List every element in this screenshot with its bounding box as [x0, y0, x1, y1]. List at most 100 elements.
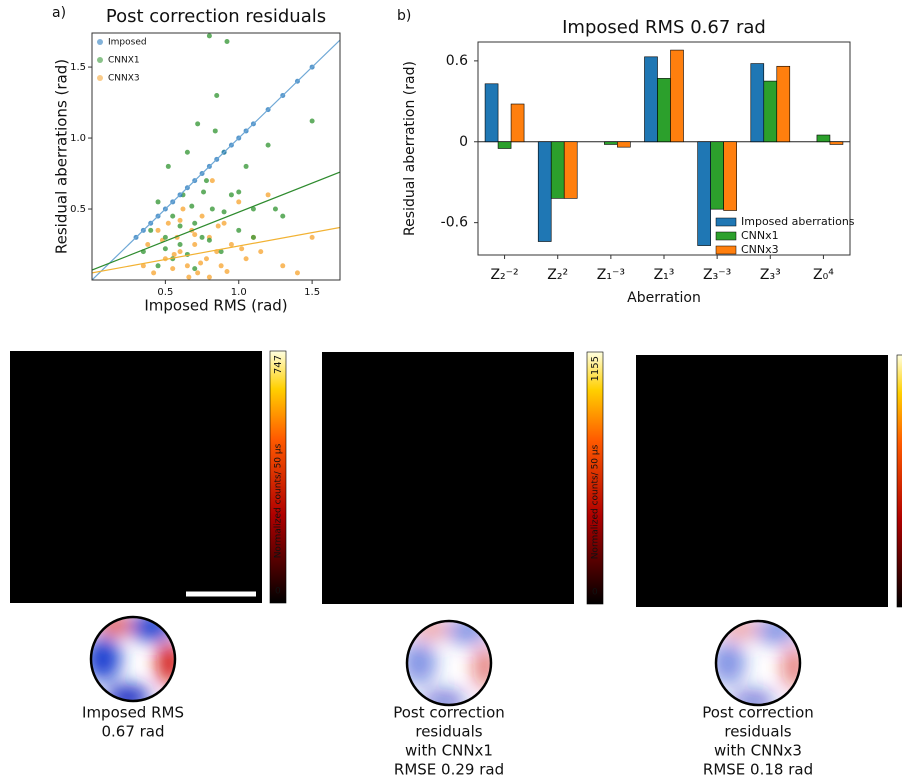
point — [250, 234, 256, 240]
point — [140, 263, 146, 269]
point — [228, 242, 234, 248]
legend-label: CNNx1 — [741, 229, 779, 242]
y-axis-label: Residual aberrations (rad) — [53, 59, 71, 254]
point — [206, 33, 212, 39]
heatmap-bg — [10, 351, 262, 603]
y-tick-label: -0.6 — [441, 215, 468, 231]
pupil-rim — [714, 619, 802, 707]
y-tick-label: 0.6 — [446, 53, 468, 69]
point — [198, 260, 204, 266]
colorbar-label: Normalized counts/ 50 µs — [591, 444, 601, 559]
caption-line: Post correction — [393, 704, 505, 722]
point — [236, 227, 242, 233]
bar — [710, 141, 724, 210]
heatmap-bg — [636, 355, 888, 607]
blue-lobe — [716, 641, 746, 685]
x-tick-label: Z₃³ — [760, 267, 781, 283]
point — [209, 178, 215, 184]
heatmap-bg — [322, 352, 574, 604]
pupil — [407, 621, 491, 705]
legend-label: CNNX1 — [108, 56, 140, 66]
bar — [537, 141, 552, 242]
x-tick-label: Z₂⁻² — [490, 267, 518, 283]
point — [218, 263, 224, 269]
point — [177, 223, 183, 229]
colorbar-max: 747 — [273, 355, 284, 374]
point — [265, 192, 271, 198]
x-tick-label: Z₃⁻³ — [703, 267, 731, 283]
point — [212, 128, 218, 134]
legend-label: CNNx3 — [741, 243, 779, 256]
point — [309, 118, 315, 124]
point — [206, 274, 212, 280]
point — [201, 189, 207, 195]
point — [265, 142, 271, 148]
point — [195, 121, 201, 127]
red-lobe — [782, 645, 800, 689]
point — [236, 199, 242, 205]
point — [155, 227, 161, 233]
x-axis-label: Aberration — [627, 290, 701, 306]
x-tick-label: Z₁⁻³ — [597, 267, 625, 283]
point — [184, 263, 190, 269]
panel-label: b) — [397, 8, 411, 24]
bar — [563, 141, 578, 199]
bar — [723, 141, 737, 211]
blue-lobe — [422, 689, 466, 705]
bar — [750, 63, 765, 143]
panel-label: a) — [52, 5, 66, 21]
pupil — [716, 621, 800, 705]
blue-lobe — [91, 637, 121, 681]
chart-title: Imposed RMS 0.67 rad — [562, 17, 766, 38]
point — [203, 178, 209, 184]
point — [170, 213, 176, 219]
point — [192, 232, 198, 238]
caption-line: RMSE 0.18 rad — [703, 761, 813, 779]
point — [155, 199, 161, 205]
point — [224, 268, 230, 274]
x-tick-label: 0.5 — [157, 287, 173, 298]
point — [192, 220, 198, 226]
x-axis-label: Imposed RMS (rad) — [144, 297, 287, 315]
colorbar — [896, 354, 902, 608]
point — [206, 237, 212, 243]
bar — [484, 83, 499, 143]
point — [239, 246, 245, 252]
bar — [510, 103, 525, 143]
bar — [763, 80, 778, 143]
x-tick-label: 1.0 — [231, 287, 247, 298]
point — [309, 234, 315, 240]
caption-line: residuals — [724, 723, 791, 741]
y-tick-label: 0.5 — [70, 204, 86, 215]
point — [184, 149, 190, 155]
fit-line — [92, 226, 340, 274]
x-tick-label: Z₁³ — [654, 267, 675, 283]
y-axis-label: Residual aberration (rad) — [402, 61, 418, 236]
point — [177, 249, 183, 255]
y-tick-label: 1.0 — [70, 133, 86, 144]
caption-line: 0.67 rad — [101, 723, 164, 741]
fit-line — [92, 39, 340, 280]
bar — [644, 56, 658, 143]
fit-line — [92, 171, 340, 271]
point — [165, 220, 171, 226]
point — [180, 206, 186, 212]
pupil-shading — [716, 621, 800, 705]
colorbar-label: Normalized counts/ 50 µs — [274, 443, 284, 558]
colorbar — [269, 350, 287, 604]
point — [228, 192, 234, 198]
point — [221, 209, 227, 215]
legend-marker — [715, 231, 737, 241]
bar — [604, 141, 618, 145]
point — [243, 256, 249, 262]
legend-label: CNNX3 — [108, 74, 140, 84]
bar — [497, 141, 512, 149]
y-tick-label: 1.5 — [70, 62, 86, 73]
legend-marker — [715, 245, 737, 255]
y-tick-label: 0 — [459, 134, 468, 150]
point — [195, 270, 201, 276]
point — [155, 263, 161, 269]
point — [218, 249, 224, 255]
point — [221, 220, 227, 226]
